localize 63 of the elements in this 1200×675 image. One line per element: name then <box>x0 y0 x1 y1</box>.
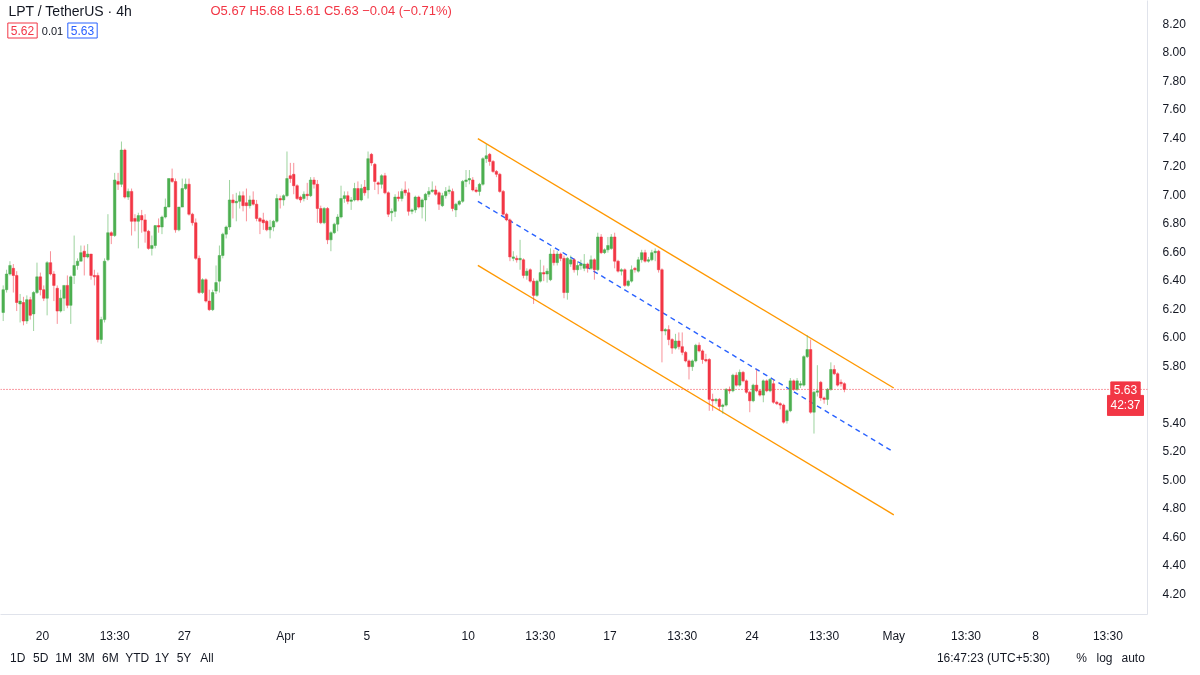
x-tick-label: 24 <box>745 628 759 643</box>
y-tick-label: 5.80 <box>1162 358 1187 373</box>
candlestick <box>447 185 451 195</box>
x-tick-label: 13:30 <box>950 628 982 643</box>
x-tick-label: 17 <box>603 628 618 643</box>
x-tick-label: 13:30 <box>525 628 556 643</box>
text: 1D <box>10 650 26 665</box>
text: 5D <box>32 650 49 665</box>
text: 1M <box>55 650 72 665</box>
x-tick-label: 13:30 <box>667 628 698 643</box>
candlestick <box>116 172 120 191</box>
y-tick-label: 5.20 <box>1162 444 1187 459</box>
y-tick-label: 6.80 <box>1162 216 1187 231</box>
candlestick <box>677 331 681 351</box>
candlestick <box>427 186 431 198</box>
text: auto <box>1121 650 1146 665</box>
x-tick-label: 5 <box>363 628 371 643</box>
candlestick <box>454 202 458 218</box>
text: 6M <box>102 650 119 665</box>
y-tick-label: 8.20 <box>1162 16 1187 31</box>
x-tick-label: 8 <box>1032 628 1040 643</box>
annotation: 42:37 <box>1110 398 1141 413</box>
y-tick-label: 4.20 <box>1162 586 1187 601</box>
y-tick-label: 4.80 <box>1162 501 1187 516</box>
text: log <box>1096 650 1113 665</box>
chart-title: LPT / TetherUS · 4h <box>8 2 132 19</box>
y-tick-label: 7.80 <box>1162 73 1187 88</box>
y-tick-label: 4.60 <box>1162 529 1187 544</box>
annotation: 0.01 <box>41 24 64 37</box>
text: % <box>1076 650 1088 665</box>
annotation: 5.62 <box>10 24 35 38</box>
y-tick-label: 4.40 <box>1162 558 1187 573</box>
x-tick-label: May <box>882 628 906 643</box>
text: 3M <box>78 650 95 665</box>
y-tick-label: 6.40 <box>1162 273 1187 288</box>
y-tick-label: 7.20 <box>1162 159 1187 174</box>
annotation: 5.63 <box>70 24 95 38</box>
y-tick-label: 7.40 <box>1162 130 1187 145</box>
candlestick <box>633 266 637 274</box>
candlestick <box>714 397 718 405</box>
y-tick-label: 6.00 <box>1162 330 1187 345</box>
x-tick-label: 13:30 <box>809 628 840 643</box>
ref-line-label: 5.63 <box>1113 382 1138 397</box>
text: YTD <box>125 650 150 665</box>
text: 1Y <box>154 650 170 665</box>
text: All <box>200 650 214 665</box>
y-tick-label: 7.60 <box>1162 102 1187 117</box>
annotation: O5.67 H5.68 L5.61 C5.63 −0.04 (−0.71%) <box>210 3 452 18</box>
candlestick <box>579 259 583 271</box>
y-tick-label: 6.20 <box>1162 301 1187 316</box>
text: 5Y <box>176 650 192 665</box>
y-tick-label: 7.00 <box>1162 187 1187 202</box>
x-tick-label: 20 <box>35 628 50 643</box>
y-tick-label: 6.60 <box>1162 244 1187 259</box>
y-tick-label: 5.00 <box>1162 472 1187 487</box>
x-tick-label: 13:30 <box>99 628 131 643</box>
x-tick-label: 13:30 <box>1092 628 1124 643</box>
x-tick-label: 27 <box>177 628 192 643</box>
y-tick-label: 5.40 <box>1162 415 1187 430</box>
x-tick-label: Apr <box>276 628 296 643</box>
y-tick-label: 8.00 <box>1162 45 1187 60</box>
text: 16:47:23 (UTC+5:30) <box>936 650 1051 665</box>
x-tick-label: 10 <box>461 628 476 643</box>
